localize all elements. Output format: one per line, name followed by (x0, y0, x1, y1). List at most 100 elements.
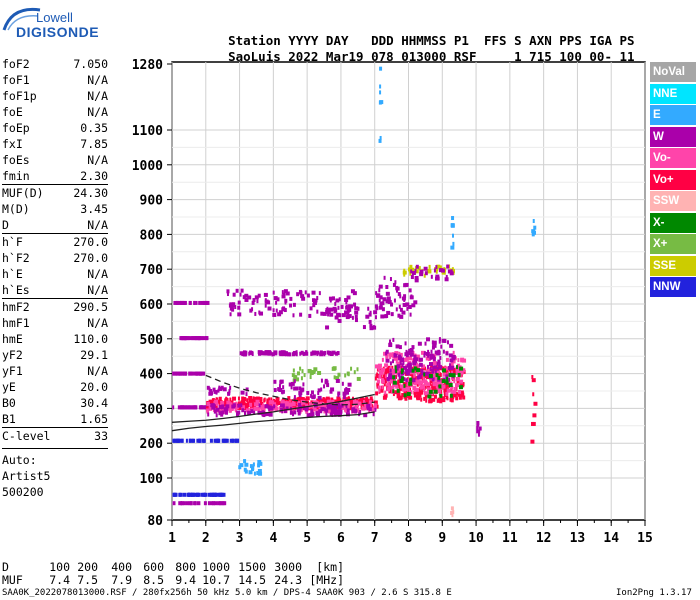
echo-point (297, 411, 301, 416)
echo-point (432, 372, 435, 377)
echo-point (322, 311, 327, 316)
echo-point (244, 293, 249, 298)
echo-point (434, 376, 438, 381)
echo-point (293, 410, 297, 415)
echo-point (355, 402, 359, 407)
x-tick-label: 3 (236, 531, 244, 546)
echo-point (455, 377, 460, 382)
echo-point (458, 389, 462, 394)
echo-point (268, 350, 272, 355)
echo-point (407, 367, 411, 372)
echo-point (450, 385, 454, 390)
muf-values-item: 9.4 (175, 573, 196, 587)
echo-point (239, 292, 242, 297)
echo-point (415, 354, 420, 359)
echo-point (446, 376, 449, 381)
echo-point (291, 399, 294, 404)
echo-point (229, 408, 232, 413)
echo-point (395, 359, 398, 364)
echo-point (390, 379, 394, 384)
echo-point (334, 315, 339, 320)
echo-point (203, 501, 207, 506)
echo-point (356, 376, 361, 381)
echo-point (312, 303, 316, 308)
echo-point (272, 308, 275, 313)
echo-point (234, 305, 237, 310)
echo-point (376, 372, 379, 377)
echo-point (434, 369, 437, 374)
echo-point (404, 282, 409, 287)
echo-point (413, 354, 417, 359)
echo-point (284, 404, 288, 409)
echo-point (366, 398, 370, 403)
echo-point (187, 492, 190, 497)
echo-point (416, 382, 419, 387)
echo-point (249, 402, 253, 407)
echo-point (240, 288, 244, 293)
echo-point (390, 312, 394, 317)
echo-point (399, 314, 404, 319)
echo-point (199, 371, 203, 376)
param-value: 29.1 (80, 348, 108, 362)
echo-point (296, 397, 300, 402)
echo-point (350, 289, 355, 294)
echo-point (293, 379, 296, 384)
echo-point (290, 385, 293, 390)
echo-point (188, 336, 192, 341)
echo-point (432, 382, 437, 387)
val-year: 2022 (288, 49, 319, 64)
echo-point (409, 264, 413, 269)
echo-point (379, 90, 382, 95)
echo-point (453, 387, 457, 392)
echo-point (332, 306, 337, 311)
echo-point (319, 352, 324, 357)
echo-point (256, 299, 259, 304)
echo-point (299, 290, 303, 295)
echo-point (290, 402, 293, 407)
echo-point (424, 372, 428, 377)
echo-point (458, 385, 463, 390)
hdr-hhmmss: HHMMSS (401, 33, 447, 48)
echo-point (313, 298, 318, 303)
echo-point (418, 381, 422, 386)
echo-point (286, 403, 290, 408)
echo-point (278, 387, 283, 392)
echo-point (456, 365, 459, 370)
echo-point (281, 290, 284, 295)
echo-point (446, 396, 449, 401)
echo-point (253, 471, 256, 476)
echo-point (354, 409, 358, 414)
echo-point (288, 406, 291, 411)
echo-point (311, 298, 315, 303)
echo-point (218, 408, 222, 413)
echo-point (209, 399, 214, 404)
echo-point (184, 336, 189, 341)
muf-values-item: 7.5 (77, 573, 98, 587)
echo-point (292, 412, 295, 417)
echo-point (220, 412, 224, 417)
echo-point (398, 386, 402, 391)
echo-point (237, 401, 241, 406)
echo-point (266, 412, 271, 417)
echo-point (401, 310, 406, 315)
echo-point (222, 501, 227, 506)
echo-point (402, 302, 407, 307)
echo-point (423, 374, 427, 379)
echo-point (452, 389, 457, 394)
param-name: h`E (2, 267, 23, 281)
echo-point (423, 388, 426, 393)
echo-point (531, 229, 536, 234)
echo-point (455, 391, 458, 396)
echo-point (406, 306, 409, 311)
echo-point (212, 387, 216, 392)
echo-point (188, 438, 191, 443)
echo-point (277, 312, 282, 317)
echo-point (378, 374, 382, 379)
echo-point (433, 394, 437, 399)
echo-point (389, 277, 392, 282)
echo-point (307, 368, 312, 373)
echo-point (296, 408, 301, 413)
hdr-p1: P1 (453, 33, 469, 48)
param-row: foE N/A (2, 104, 108, 120)
d-values-item: 1500 (238, 560, 266, 574)
